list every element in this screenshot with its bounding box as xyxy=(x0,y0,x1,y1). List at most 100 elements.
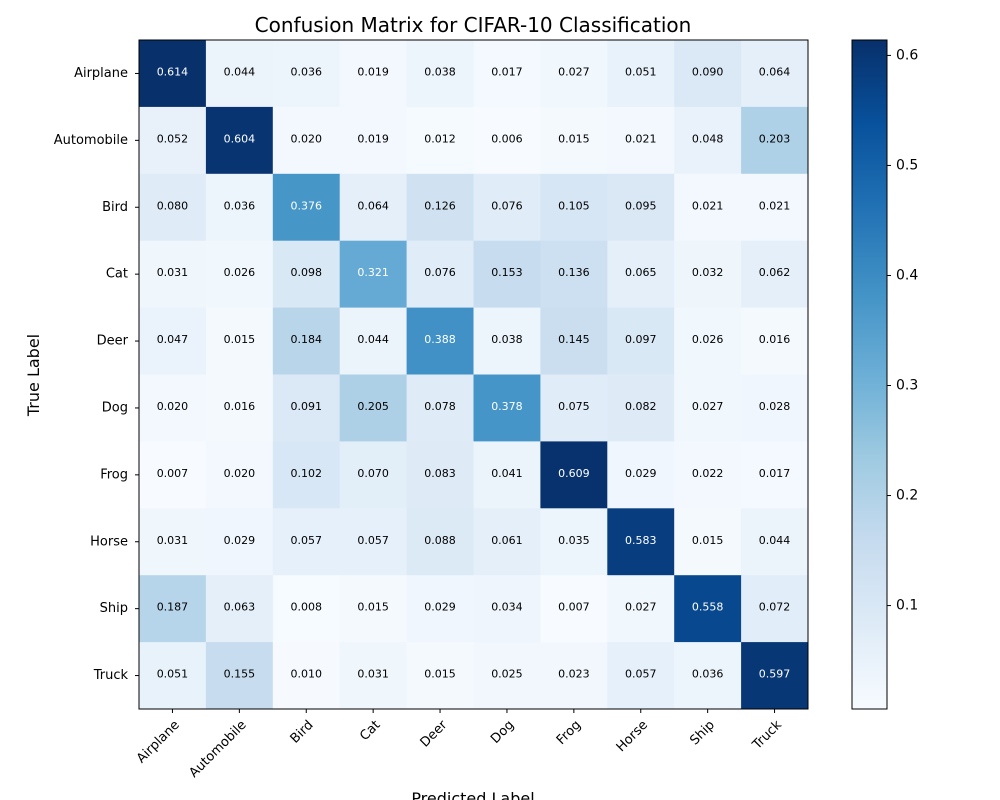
heatmap-cell xyxy=(205,374,274,442)
heatmap-cell xyxy=(674,240,742,309)
heatmap-cell xyxy=(406,173,474,242)
cell-value-label: 0.031 xyxy=(157,266,189,279)
cell-value-label: 0.020 xyxy=(224,467,256,480)
cell-value-label: 0.072 xyxy=(759,601,791,614)
cell-value-label: 0.203 xyxy=(759,132,791,145)
cell-value-label: 0.057 xyxy=(357,534,389,547)
heatmap-cell xyxy=(741,374,809,442)
cell-value-label: 0.388 xyxy=(424,333,456,346)
cell-value-label: 0.021 xyxy=(692,199,724,212)
cell-value-label: 0.205 xyxy=(357,400,389,413)
heatmap-cell xyxy=(540,40,608,108)
heatmap-cell xyxy=(741,441,809,509)
plot-frame xyxy=(138,39,809,710)
heatmap-cell xyxy=(607,441,675,509)
colorbar-gradient xyxy=(851,39,888,710)
cell-value-label: 0.378 xyxy=(491,400,523,413)
heatmap-cell xyxy=(205,173,274,242)
cell-value-label: 0.061 xyxy=(491,534,523,547)
cell-value-label: 0.078 xyxy=(424,400,456,413)
cell-value-label: 0.057 xyxy=(625,668,657,681)
heatmap-cell xyxy=(741,307,809,375)
cell-value-label: 0.021 xyxy=(625,132,657,145)
cell-value-label: 0.029 xyxy=(224,534,256,547)
chart-title: Confusion Matrix for CIFAR-10 Classifica… xyxy=(255,13,692,37)
cell-value-label: 0.080 xyxy=(157,199,189,212)
heatmap-cell xyxy=(406,374,474,442)
heatmap-cell xyxy=(540,642,608,710)
heatmap-cell xyxy=(272,240,341,309)
heatmap-cell xyxy=(205,508,274,576)
heatmap-cell xyxy=(674,575,742,643)
cell-value-label: 0.102 xyxy=(291,467,323,480)
heatmap-cell xyxy=(741,508,809,576)
heatmap-cell xyxy=(674,307,742,375)
heatmap-cell xyxy=(674,441,742,509)
y-tick-label: Deer xyxy=(97,334,129,349)
cell-value-label: 0.057 xyxy=(291,534,323,547)
x-tick-label: Horse xyxy=(614,718,651,755)
cell-value-label: 0.051 xyxy=(157,668,189,681)
cell-value-label: 0.015 xyxy=(224,333,256,346)
heatmap-cell xyxy=(473,441,541,509)
y-tick-label: Cat xyxy=(106,267,128,282)
heatmap-cell xyxy=(272,642,341,710)
cell-value-label: 0.015 xyxy=(424,668,456,681)
cell-value-label: 0.026 xyxy=(692,333,724,346)
cell-value-label: 0.027 xyxy=(625,601,657,614)
heatmap-cell xyxy=(674,106,742,175)
colorbar: 0.1 0.2 0.3 0.4 0.5 0.6 xyxy=(851,39,918,710)
y-tick-label: Horse xyxy=(90,534,128,549)
heatmap-cell xyxy=(205,642,274,710)
heatmap-cell xyxy=(473,508,541,576)
cell-value-label: 0.029 xyxy=(424,601,456,614)
heatmap-cell xyxy=(607,40,675,108)
heatmap-cell xyxy=(139,374,207,442)
heatmap-cell xyxy=(339,40,408,108)
cell-value-label: 0.032 xyxy=(692,266,724,279)
x-tick-label: Truck xyxy=(749,717,785,753)
heatmap-cell xyxy=(674,374,742,442)
heatmap-cell xyxy=(473,642,541,710)
cell-value-label: 0.597 xyxy=(759,668,791,681)
cell-value-label: 0.070 xyxy=(357,467,389,480)
heatmap-cell xyxy=(139,173,207,242)
cell-value-label: 0.065 xyxy=(625,266,657,279)
cell-value-label: 0.064 xyxy=(759,65,791,78)
heatmap-cell xyxy=(272,106,341,175)
cell-value-label: 0.007 xyxy=(558,601,590,614)
cell-value-label: 0.006 xyxy=(491,132,523,145)
cell-value-label: 0.583 xyxy=(625,534,657,547)
heatmap-cell xyxy=(473,307,541,375)
cell-value-label: 0.036 xyxy=(224,199,256,212)
heatmap-cell xyxy=(674,173,742,242)
heatmap-cell xyxy=(540,240,608,309)
cell-value-label: 0.614 xyxy=(157,65,189,78)
cell-value-label: 0.023 xyxy=(558,668,590,681)
cell-value-label: 0.105 xyxy=(558,199,590,212)
heatmap-cell xyxy=(607,508,675,576)
heatmap-cell xyxy=(607,106,675,175)
heatmap-cell xyxy=(607,642,675,710)
cell-value-label: 0.010 xyxy=(291,668,323,681)
heatmap-cell xyxy=(741,240,809,309)
cell-value-label: 0.126 xyxy=(424,199,456,212)
heatmap-cell xyxy=(205,240,274,309)
y-tick-label: Bird xyxy=(102,200,128,215)
heatmap-cells: 0.614 0.044 0.036 0.019 0.038 0.017 0.027 0.051… xyxy=(139,40,809,710)
heatmap-cell xyxy=(607,307,675,375)
cell-value-label: 0.036 xyxy=(692,668,724,681)
heatmap-cell xyxy=(741,173,809,242)
heatmap-cell xyxy=(139,106,207,175)
cell-value-label: 0.031 xyxy=(357,668,389,681)
cell-value-label: 0.027 xyxy=(692,400,724,413)
cell-value-label: 0.017 xyxy=(759,467,791,480)
cell-value-label: 0.051 xyxy=(625,65,657,78)
cell-value-label: 0.034 xyxy=(491,601,523,614)
heatmap-cell xyxy=(473,173,541,242)
heatmap-cell xyxy=(339,240,408,309)
cell-value-label: 0.038 xyxy=(491,333,523,346)
heatmap-cell xyxy=(339,307,408,375)
x-tick-label: Bird xyxy=(288,718,317,747)
cell-value-label: 0.015 xyxy=(357,601,389,614)
